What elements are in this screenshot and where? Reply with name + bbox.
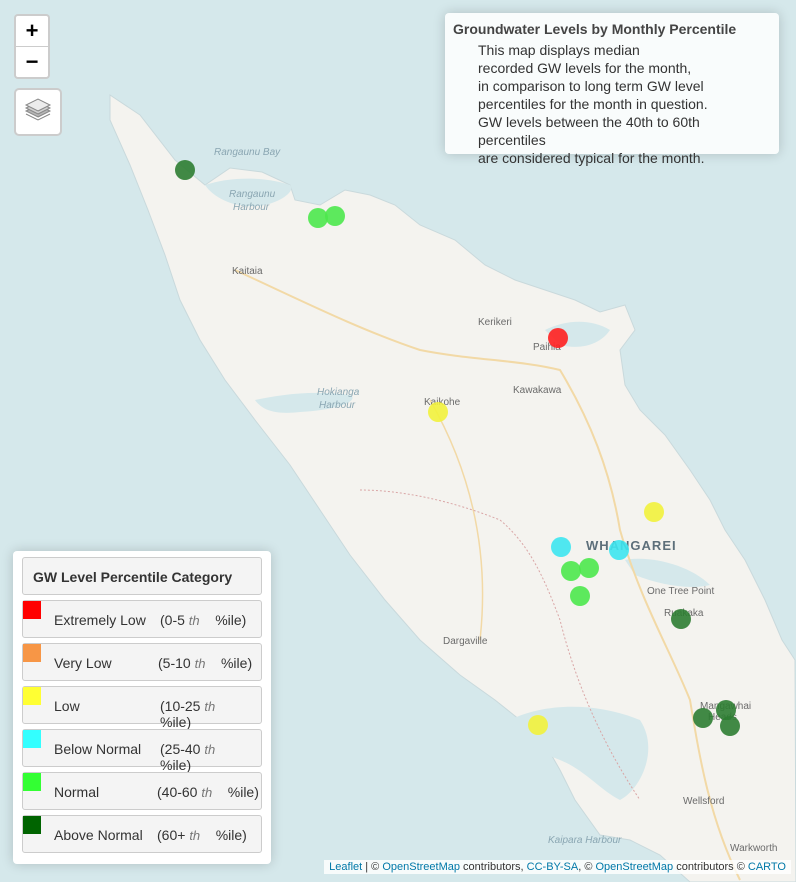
legend-range: (60+ th %ile) [157,827,247,843]
attribution-text: contributors, [460,861,527,873]
zoom-control: + − [14,14,50,79]
info-line: recorded GW levels for the month, [478,60,692,76]
legend-swatch [23,687,41,705]
place-warkworth: Warkworth [730,843,777,854]
water-label-kaipara-harbour: Kaipara Harbour [548,835,622,846]
osm-link-2[interactable]: OpenStreetMap [595,861,674,873]
attribution-text: contributors © [673,861,748,873]
zoom-in-button[interactable]: + [16,16,48,47]
whangarei-harbour [625,558,710,587]
info-line: This map displays median [478,42,640,58]
layers-icon [24,98,52,121]
leaflet-link[interactable]: Leaflet [329,861,363,873]
water-label-hokianga: Hokianga [317,387,360,398]
info-line: are considered typical for the month. [478,150,705,166]
site-marker[interactable] [428,402,448,422]
site-marker[interactable] [308,208,328,228]
info-line: percentiles for the month in question. [478,96,708,112]
legend-swatch [23,644,41,662]
legend-label: Low [54,698,80,714]
legend-range: (10-25 th %ile) [160,698,216,730]
legend-swatch [23,773,41,791]
legend-title: GW Level Percentile Category [22,557,262,595]
site-marker[interactable] [716,700,736,720]
site-marker[interactable] [175,160,195,180]
legend-item-below-normal: Below Normal (25-40 th %ile) [22,729,262,773]
legend-range: (25-40 th %ile) [160,741,216,773]
place-kaikohe: Kaikohe [424,397,461,408]
place-paihia: Paihia [533,342,561,353]
site-marker[interactable] [720,716,740,736]
site-marker[interactable] [570,586,590,606]
legend-item-above-normal: Above Normal (60+ th %ile) [22,815,262,853]
site-marker[interactable] [551,537,571,557]
place-kawakawa: Kawakawa [513,385,562,396]
site-marker[interactable] [561,561,581,581]
attribution-text: | © [362,861,383,873]
osm-link[interactable]: OpenStreetMap [382,861,460,873]
cc-by-sa-link[interactable]: CC-BY-SA [526,861,579,873]
site-marker[interactable] [325,206,345,226]
place-one-tree-point: One Tree Point [647,586,714,597]
info-line: in comparison to long term GW level [478,78,704,94]
legend-label: Very Low [54,655,112,671]
legend-range: (40-60 th %ile) [157,784,259,800]
legend-swatch [23,816,41,834]
place-kaitaia: Kaitaia [232,266,263,277]
site-marker[interactable] [579,558,599,578]
legend-item-very-low: Very Low (5-10 th %ile) [22,643,262,681]
water-label-rangaunu: Rangaunu [229,189,276,200]
legend-label: Extremely Low [54,612,146,628]
legend-label: Above Normal [54,827,143,843]
map-attribution: Leaflet | © OpenStreetMap contributors, … [324,860,791,874]
legend-label: Normal [54,784,100,800]
legend-swatch [23,730,41,748]
water-label-rangaunu-bay: Rangaunu Bay [214,147,281,158]
hokianga-harbour [255,392,353,413]
legend-range: (0-5 th %ile) [160,612,247,628]
legend-swatch [23,601,41,619]
legend-item-low: Low (10-25 th %ile) [22,686,262,730]
info-panel: Groundwater Levels by Monthly Percentile… [445,13,779,166]
place-wellsford: Wellsford [683,796,725,807]
water-label-hokianga-harbour: Harbour [319,400,356,411]
water-label-rangaunu-harbour: Harbour [233,202,270,213]
rangaunu-harbour [205,178,292,207]
legend-item-extremely-low: Extremely Low (0-5 th %ile) [22,600,262,638]
site-marker[interactable] [644,502,664,522]
info-title: Groundwater Levels by Monthly Percentile [453,21,737,37]
site-marker[interactable] [671,609,691,629]
legend-range: (5-10 th %ile) [158,655,253,671]
attribution-text: , © [578,861,596,873]
site-markers [175,160,740,736]
city-whangarei: WHANGAREI [586,538,677,553]
site-marker[interactable] [548,328,568,348]
site-marker[interactable] [693,708,713,728]
layers-control-button[interactable] [14,88,62,136]
place-dargaville: Dargaville [443,636,488,647]
carto-link[interactable]: CARTO [747,861,786,873]
place-kerikeri: Kerikeri [478,317,512,328]
site-marker[interactable] [609,540,629,560]
site-marker[interactable] [528,715,548,735]
legend-panel: GW Level Percentile Category Extremely L… [13,551,271,864]
zoom-out-button[interactable]: − [25,49,39,74]
info-line: GW levels between the 40th to 60th perce… [478,114,700,148]
legend-label: Below Normal [54,741,142,757]
legend-item-normal: Normal (40-60 th %ile) [22,772,262,810]
road-sh12 [429,399,484,641]
road-sh1 [234,269,741,881]
